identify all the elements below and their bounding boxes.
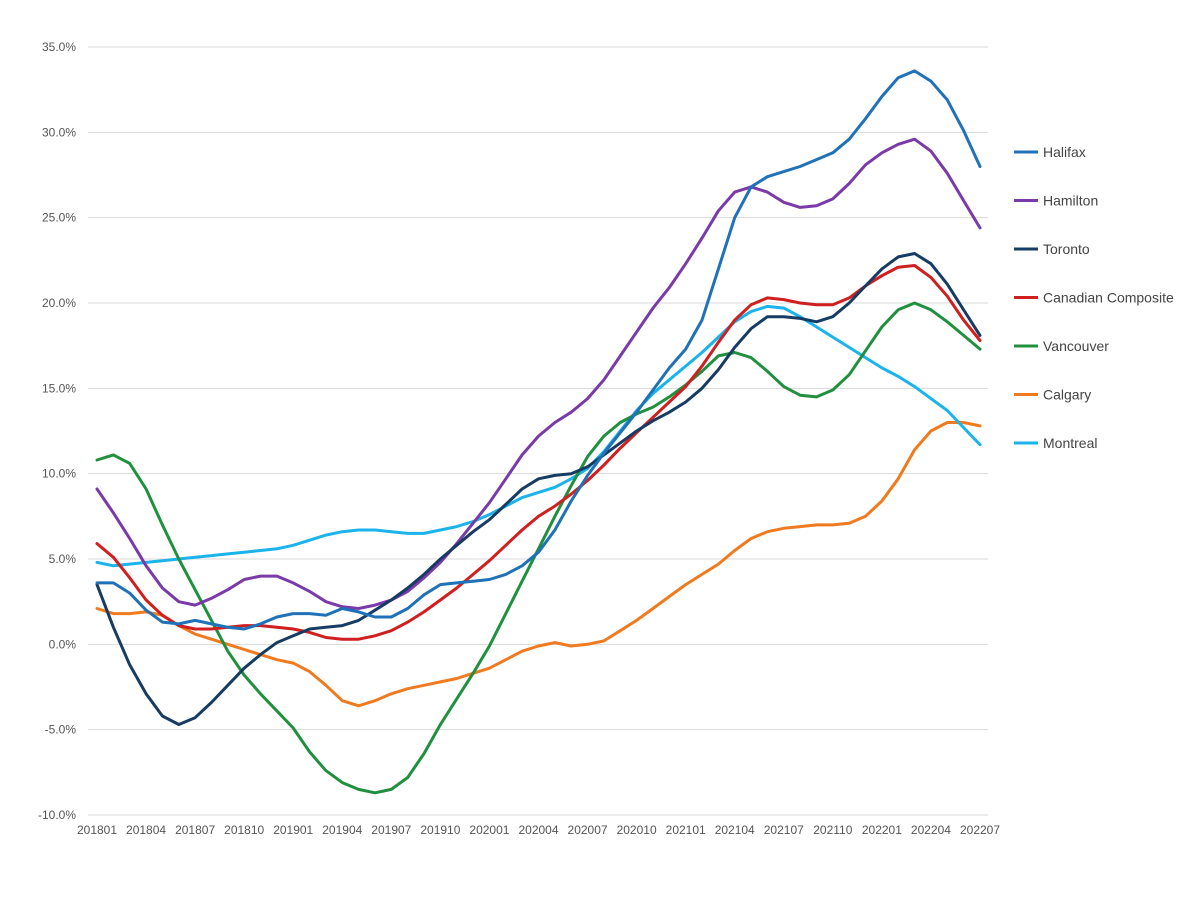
x-tick-label: 202004	[518, 823, 558, 837]
series-line-halifax	[95, 69, 982, 631]
x-axis-tick-labels: 201801 201804 201807 201810 201901 201904 2019…	[77, 823, 1000, 837]
y-tick-label: 20.0%	[42, 296, 76, 310]
x-tick-label: 202201	[862, 823, 902, 837]
legend-label: Hamilton	[1043, 193, 1098, 209]
x-tick-label: 201807	[175, 823, 215, 837]
series-line-toronto	[95, 252, 982, 726]
x-tick-label: 201910	[420, 823, 460, 837]
legend-label: Vancouver	[1043, 338, 1109, 354]
x-tick-label: 202104	[715, 823, 755, 837]
x-tick-label: 202007	[568, 823, 608, 837]
x-tick-label: 201804	[126, 823, 166, 837]
legend-item: Toronto	[1014, 241, 1090, 257]
x-tick-label: 202101	[666, 823, 706, 837]
series-line-montreal	[95, 304, 982, 568]
y-tick-label: 0.0%	[49, 637, 77, 651]
x-tick-label: 201810	[224, 823, 264, 837]
y-tick-label: 30.0%	[42, 125, 76, 139]
x-tick-label: 202001	[469, 823, 509, 837]
y-tick-label: 35.0%	[42, 40, 76, 54]
x-tick-label: 201907	[371, 823, 411, 837]
x-tick-label: 202010	[617, 823, 657, 837]
y-tick-label: 25.0%	[42, 211, 76, 225]
series-line-canadian-composite	[95, 264, 982, 641]
series-line-vancouver	[95, 301, 982, 795]
y-tick-label: 5.0%	[49, 552, 77, 566]
x-tick-label: 201901	[273, 823, 313, 837]
legend-label: Halifax	[1043, 144, 1086, 160]
legend-item: Vancouver	[1014, 338, 1109, 354]
x-tick-label: 202204	[911, 823, 951, 837]
y-tick-label: 10.0%	[42, 467, 76, 481]
legend-label: Canadian Composite	[1043, 290, 1174, 306]
legend-item: Montreal	[1014, 435, 1097, 451]
legend-item: Canadian Composite	[1014, 290, 1174, 306]
series-line-hamilton	[95, 137, 982, 610]
x-tick-label: 201801	[77, 823, 117, 837]
y-tick-label: -10.0%	[38, 808, 76, 822]
x-tick-label: 202207	[960, 823, 1000, 837]
legend: Halifax Hamilton Toronto Canadian Composite…	[1014, 144, 1174, 451]
legend-item: Calgary	[1014, 387, 1091, 403]
y-tick-label: -5.0%	[45, 723, 77, 737]
y-tick-label: 15.0%	[42, 381, 76, 395]
gridlines	[88, 46, 988, 816]
legend-label: Montreal	[1043, 435, 1097, 451]
y-axis-tick-labels: 35.0% 30.0% 25.0% 20.0% 15.0% 10.0% 5.0% 0.0% -5…	[38, 40, 76, 822]
series-line-calgary	[95, 421, 982, 708]
legend-item: Halifax	[1014, 144, 1086, 160]
legend-label: Toronto	[1043, 241, 1090, 257]
legend-item: Hamilton	[1014, 193, 1098, 209]
legend-label: Calgary	[1043, 387, 1091, 403]
x-tick-label: 201904	[322, 823, 362, 837]
series-lines	[95, 69, 982, 795]
x-tick-label: 202107	[764, 823, 804, 837]
x-tick-label: 202110	[813, 823, 852, 837]
